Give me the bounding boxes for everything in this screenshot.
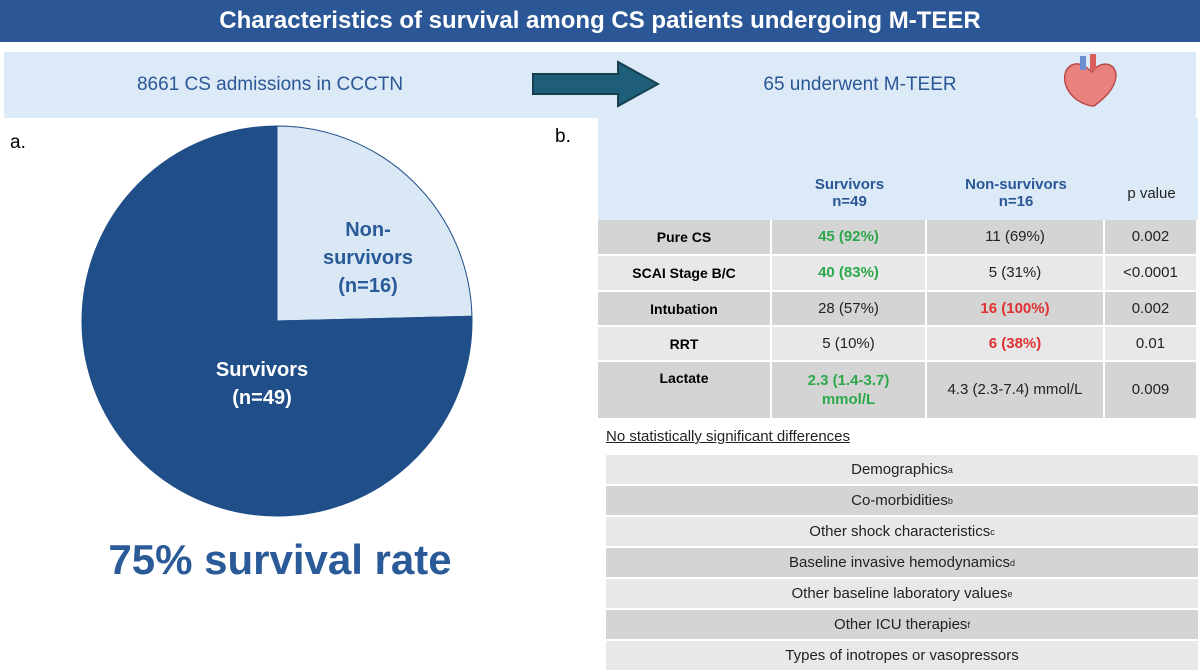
table-cell: 16 (100%)	[927, 292, 1103, 325]
heart-icon	[1063, 54, 1117, 107]
list-item: Co-morbidities b	[606, 486, 1198, 515]
list-item: Baseline invasive hemodynamics d	[606, 548, 1198, 577]
list-title: No statistically significant differences	[606, 428, 850, 445]
row-label: RRT	[598, 327, 770, 360]
footnote-mark: f	[967, 619, 970, 630]
table-cell: 0.002	[1105, 292, 1196, 325]
row-label: SCAI Stage B/C	[598, 256, 770, 290]
list-item: Other shock characteristics c	[606, 517, 1198, 546]
footnote-mark: a	[947, 464, 953, 475]
footnote-mark: c	[990, 526, 995, 537]
table-cell: 0.002	[1105, 220, 1196, 254]
table-cell: 40 (83%)	[772, 256, 925, 290]
table-cell: 0.009	[1105, 362, 1196, 418]
slice-value: (n=49)	[232, 387, 292, 409]
list-item: Other baseline laboratory values e	[606, 579, 1198, 608]
table-cell: 0.01	[1105, 327, 1196, 360]
arrow	[532, 60, 661, 108]
pie	[81, 125, 473, 517]
table-cell: 28 (57%)	[772, 292, 925, 325]
column-header-line: Non-survivors	[965, 176, 1067, 193]
column-header-line: n=16	[998, 193, 1034, 210]
list-item-text: Baseline invasive hemodynamics	[789, 554, 1010, 571]
row-label: Pure CS	[598, 220, 770, 254]
table-cell: 2.3 (1.4-3.7) mmol/L	[772, 362, 925, 418]
footnote-mark: d	[1009, 557, 1015, 568]
column-header: Non-survivors n=16	[927, 168, 1105, 218]
list-item-text: Types of inotropes or vasopressors	[785, 647, 1019, 664]
column-header: p value	[1105, 168, 1198, 218]
table-cell: 5 (31%)	[927, 256, 1103, 290]
caption: 75% survival rate	[108, 536, 452, 583]
pie-slice	[81, 125, 473, 517]
title: Characteristics of survival among CS pat…	[219, 7, 981, 34]
panel-a: a.	[10, 132, 26, 153]
list-item-text: Other baseline laboratory values	[791, 585, 1008, 602]
slice-label: Survivors (n=49)	[192, 344, 332, 424]
table-cell: 4.3 (2.3-7.4) mmol/L	[927, 362, 1103, 418]
footnote-mark: e	[1007, 588, 1013, 599]
footnote-mark: b	[947, 495, 953, 506]
table-cell: 6 (38%)	[927, 327, 1103, 360]
slice-label: Non-survivors (n=16)	[298, 218, 438, 298]
table-cell: 45 (92%)	[772, 220, 925, 254]
panel-b: b.	[555, 126, 571, 147]
list-item: Demographics a	[606, 455, 1198, 484]
list-item-text: Other shock characteristics	[809, 523, 991, 540]
column-header-line: Survivors	[814, 176, 885, 193]
column-header-line: n=49	[832, 193, 867, 210]
slice-name: Survivors	[215, 359, 309, 381]
list-item: Other ICU therapies f	[606, 610, 1198, 639]
column-header-line: p value	[1127, 184, 1176, 202]
list-item-text: Other ICU therapies	[834, 616, 968, 633]
list-item: Types of inotropes or vasopressors	[606, 641, 1198, 670]
table-header-bg	[598, 118, 1198, 220]
table-cell: 5 (10%)	[772, 327, 925, 360]
slice-value: (n=16)	[338, 275, 398, 297]
list-item-text: Demographics	[851, 461, 948, 478]
flow-left: 8661 CS admissions in CCCTN	[136, 74, 404, 95]
title-bar	[0, 0, 1200, 42]
column-header: Survivors n=49	[772, 168, 927, 218]
list-item-text: Co-morbidities	[851, 492, 948, 509]
row-label: Intubation	[598, 292, 770, 325]
flow-right: 65 underwent M-TEER	[763, 74, 957, 95]
slice-name: Non-survivors	[322, 219, 414, 269]
table-cell: 11 (69%)	[927, 220, 1103, 254]
pie-slice	[276, 125, 473, 322]
row-label: Lactate	[598, 362, 770, 418]
table-cell: <0.0001	[1105, 256, 1196, 290]
